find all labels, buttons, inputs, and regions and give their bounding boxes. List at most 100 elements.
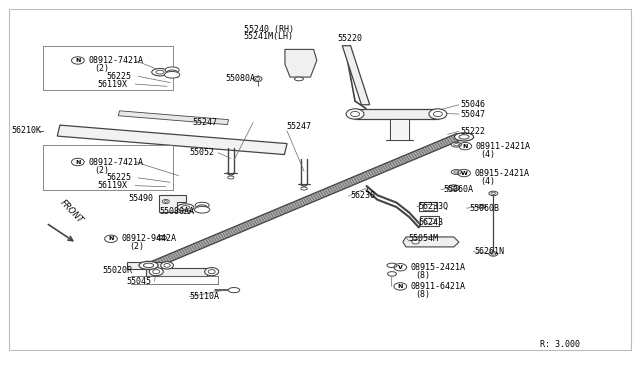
Ellipse shape <box>195 202 209 208</box>
Text: 08912-7421A: 08912-7421A <box>88 56 143 65</box>
Bar <box>420 216 439 226</box>
Bar <box>127 262 164 269</box>
Text: W: W <box>461 171 467 176</box>
Text: 55046: 55046 <box>460 100 485 109</box>
Ellipse shape <box>139 261 158 269</box>
Text: 08915-2421A: 08915-2421A <box>410 263 465 272</box>
Text: N: N <box>108 236 114 241</box>
Text: 55047: 55047 <box>460 109 485 119</box>
Ellipse shape <box>161 262 173 269</box>
Text: N: N <box>75 58 81 63</box>
Ellipse shape <box>480 205 484 207</box>
Text: 56225: 56225 <box>106 72 132 81</box>
Text: (8): (8) <box>415 290 431 299</box>
Ellipse shape <box>163 199 170 203</box>
Bar <box>419 202 437 211</box>
Text: 55020R: 55020R <box>102 266 132 275</box>
Ellipse shape <box>454 171 459 173</box>
Text: N: N <box>397 284 403 289</box>
Ellipse shape <box>228 288 240 293</box>
Ellipse shape <box>255 78 260 80</box>
Ellipse shape <box>197 205 207 209</box>
Ellipse shape <box>253 76 262 81</box>
Polygon shape <box>403 237 459 247</box>
Ellipse shape <box>489 191 498 196</box>
Text: 56230: 56230 <box>351 192 376 201</box>
Ellipse shape <box>301 187 307 190</box>
Ellipse shape <box>459 135 469 139</box>
Bar <box>57 125 287 155</box>
Text: 08912-9442A: 08912-9442A <box>121 234 176 243</box>
Text: 08915-2421A: 08915-2421A <box>474 169 529 177</box>
Ellipse shape <box>451 170 461 174</box>
Text: 56261N: 56261N <box>474 247 504 256</box>
Ellipse shape <box>167 70 177 74</box>
Ellipse shape <box>164 201 168 202</box>
Text: 55045: 55045 <box>126 277 151 286</box>
Ellipse shape <box>143 263 154 267</box>
Ellipse shape <box>152 68 168 76</box>
Ellipse shape <box>451 142 461 147</box>
Text: (4): (4) <box>481 150 495 159</box>
Ellipse shape <box>454 133 474 141</box>
Ellipse shape <box>433 112 442 116</box>
Polygon shape <box>285 49 317 77</box>
Text: 08911-2421A: 08911-2421A <box>476 142 531 151</box>
Text: 55222: 55222 <box>460 127 485 136</box>
Text: 55080A: 55080A <box>226 74 256 83</box>
Text: 55247: 55247 <box>287 122 312 131</box>
Ellipse shape <box>149 267 163 276</box>
Text: 55490: 55490 <box>129 194 154 203</box>
Text: 56225: 56225 <box>106 173 132 182</box>
Ellipse shape <box>182 210 190 214</box>
Ellipse shape <box>351 112 360 116</box>
Text: 56119X: 56119X <box>97 181 127 190</box>
Ellipse shape <box>165 67 179 73</box>
Bar <box>422 204 434 210</box>
Ellipse shape <box>228 176 234 179</box>
Text: 55240 (RH): 55240 (RH) <box>244 25 294 33</box>
Text: N: N <box>463 144 468 149</box>
Text: 55220: 55220 <box>338 34 363 43</box>
Ellipse shape <box>388 272 396 276</box>
Ellipse shape <box>177 204 194 211</box>
Text: 08911-6421A: 08911-6421A <box>410 282 465 291</box>
Text: N: N <box>75 160 81 164</box>
Text: 56243: 56243 <box>419 218 444 227</box>
Ellipse shape <box>451 186 457 189</box>
Text: 55060A: 55060A <box>443 185 473 194</box>
Ellipse shape <box>164 263 170 267</box>
Ellipse shape <box>412 240 419 244</box>
Bar <box>118 111 228 125</box>
Text: 56119X: 56119X <box>97 80 127 89</box>
Text: 55052: 55052 <box>189 148 214 157</box>
Text: 55080AA: 55080AA <box>159 207 195 217</box>
Ellipse shape <box>157 235 167 240</box>
Ellipse shape <box>153 270 160 274</box>
Ellipse shape <box>429 109 447 119</box>
Text: (2): (2) <box>94 166 109 174</box>
Text: 55054M: 55054M <box>408 234 438 243</box>
Text: V: V <box>398 265 403 270</box>
Ellipse shape <box>181 206 189 209</box>
Ellipse shape <box>491 192 495 195</box>
Polygon shape <box>390 119 409 140</box>
Ellipse shape <box>491 253 495 255</box>
Ellipse shape <box>156 70 164 74</box>
Ellipse shape <box>454 144 459 146</box>
Ellipse shape <box>160 237 164 239</box>
Text: R: 3.000: R: 3.000 <box>540 340 580 349</box>
Text: 55241M(LH): 55241M(LH) <box>244 32 294 41</box>
Ellipse shape <box>448 185 460 191</box>
Text: 08912-7421A: 08912-7421A <box>88 157 143 167</box>
Text: FRONT: FRONT <box>59 198 85 225</box>
Text: 55110A: 55110A <box>189 292 220 301</box>
Polygon shape <box>159 195 186 212</box>
Text: 55060B: 55060B <box>469 203 499 213</box>
Ellipse shape <box>387 263 397 267</box>
Text: (8): (8) <box>415 271 431 280</box>
Bar <box>355 109 438 119</box>
Ellipse shape <box>424 218 435 224</box>
Text: (2): (2) <box>129 243 144 251</box>
Text: 56210K: 56210K <box>11 126 41 135</box>
